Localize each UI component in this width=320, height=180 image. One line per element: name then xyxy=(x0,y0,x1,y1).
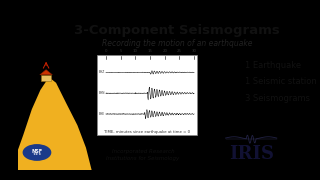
Polygon shape xyxy=(18,77,92,170)
Text: 15: 15 xyxy=(148,49,152,53)
Text: 5: 5 xyxy=(119,49,122,53)
Circle shape xyxy=(23,145,51,160)
Text: TIME, minutes since earthquake at time = 0: TIME, minutes since earthquake at time =… xyxy=(104,130,190,134)
Text: Recording the motion of an earthquake: Recording the motion of an earthquake xyxy=(102,39,252,48)
Text: 0: 0 xyxy=(105,49,107,53)
Text: 3-Component Seismograms: 3-Component Seismograms xyxy=(74,24,280,37)
Text: 1 Earthquake: 1 Earthquake xyxy=(245,61,301,70)
Text: 1 Seismic station: 1 Seismic station xyxy=(245,77,317,86)
Text: BHE: BHE xyxy=(99,112,105,116)
Polygon shape xyxy=(40,70,52,75)
Text: 10: 10 xyxy=(133,49,138,53)
Text: Incorporated Research
Institutions for Seismology: Incorporated Research Institutions for S… xyxy=(106,149,180,161)
Text: BHN: BHN xyxy=(99,91,105,95)
Text: 30: 30 xyxy=(192,49,197,53)
Bar xyxy=(41,75,52,81)
Text: 25: 25 xyxy=(177,49,182,53)
Text: 20: 20 xyxy=(162,49,167,53)
Text: NSF: NSF xyxy=(31,149,43,154)
Bar xyxy=(97,55,197,135)
Text: BHZ: BHZ xyxy=(99,70,105,74)
Text: IRIS: IRIS xyxy=(228,145,274,163)
Text: 3 Seismograms: 3 Seismograms xyxy=(245,93,310,102)
Text: ★★★: ★★★ xyxy=(32,152,42,156)
